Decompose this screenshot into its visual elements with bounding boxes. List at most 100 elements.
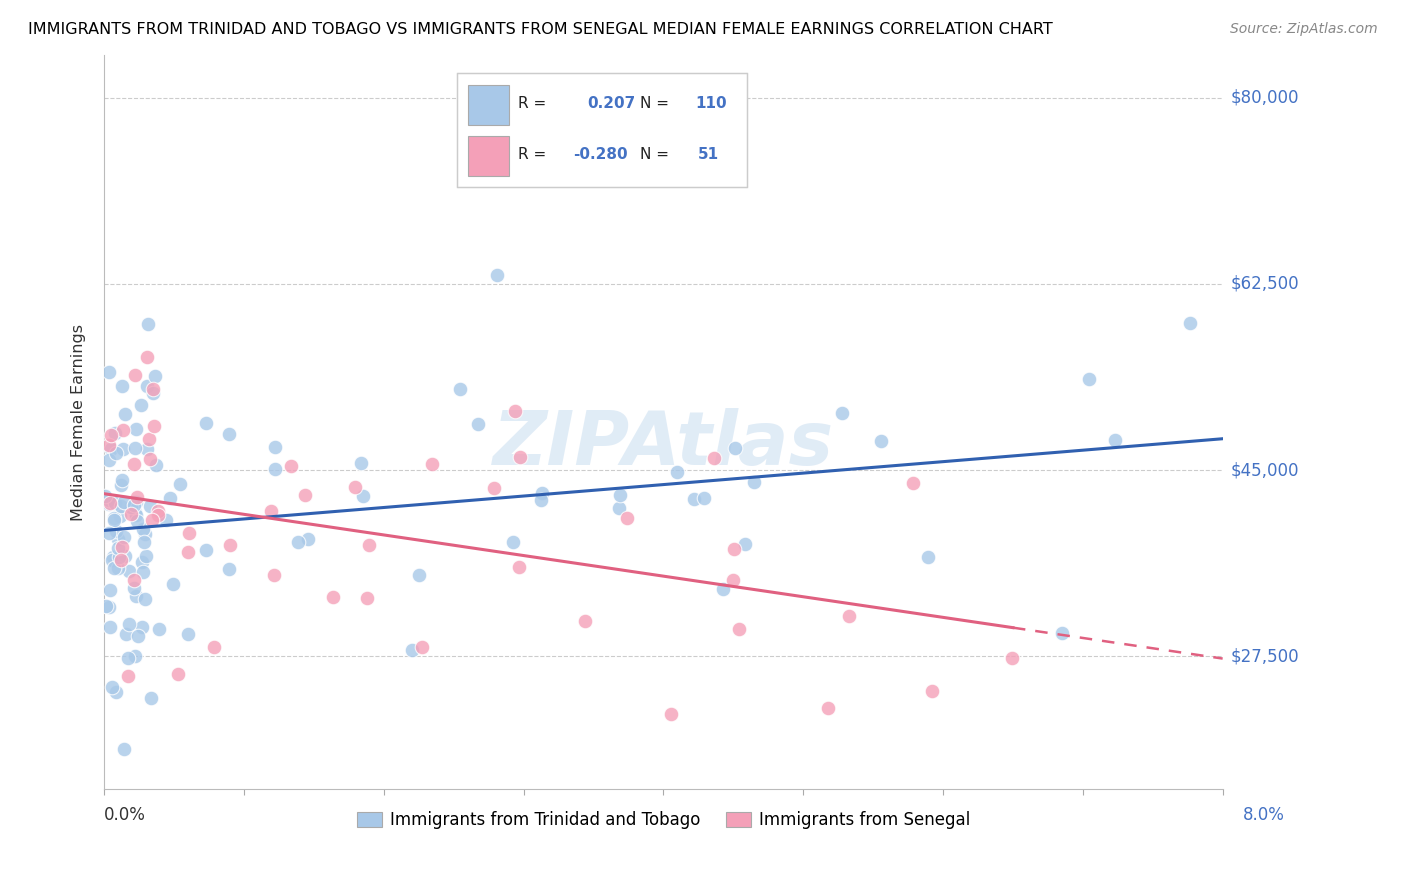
Point bbox=[723, 573, 745, 587]
Point bbox=[138, 317, 160, 331]
Point bbox=[724, 441, 747, 455]
Point bbox=[508, 559, 530, 574]
Point bbox=[107, 541, 129, 556]
Point bbox=[124, 505, 146, 519]
Point bbox=[112, 530, 135, 544]
Point bbox=[350, 456, 373, 470]
Point bbox=[574, 614, 596, 628]
Point bbox=[903, 476, 925, 491]
Point bbox=[155, 513, 177, 527]
Point bbox=[870, 434, 893, 448]
Point bbox=[111, 442, 134, 457]
Point bbox=[117, 669, 139, 683]
Point bbox=[143, 369, 166, 384]
Point bbox=[127, 514, 149, 528]
Point bbox=[683, 491, 706, 506]
Point bbox=[263, 568, 285, 582]
Point bbox=[917, 549, 939, 564]
Point bbox=[509, 450, 531, 464]
Text: $80,000: $80,000 bbox=[1232, 88, 1299, 107]
Text: 8.0%: 8.0% bbox=[1243, 805, 1285, 824]
Point bbox=[352, 489, 374, 503]
Point bbox=[1104, 434, 1126, 448]
Point bbox=[723, 542, 745, 557]
Point bbox=[831, 406, 853, 420]
Point bbox=[727, 623, 749, 637]
Point bbox=[817, 700, 839, 714]
Point bbox=[124, 581, 146, 595]
Point bbox=[98, 492, 121, 507]
Point bbox=[297, 533, 319, 547]
Point bbox=[142, 386, 165, 401]
Text: ZIPAtlas: ZIPAtlas bbox=[494, 408, 834, 481]
Point bbox=[162, 577, 184, 591]
Point bbox=[115, 627, 138, 641]
Point bbox=[167, 667, 190, 681]
Point bbox=[114, 549, 136, 563]
Point bbox=[110, 500, 132, 514]
Point bbox=[359, 538, 381, 552]
Point bbox=[136, 442, 159, 456]
Point bbox=[218, 561, 240, 575]
Point bbox=[264, 461, 287, 475]
Point bbox=[97, 365, 120, 379]
Point bbox=[148, 508, 170, 522]
Point bbox=[98, 600, 121, 615]
Point bbox=[141, 513, 163, 527]
Text: Source: ZipAtlas.com: Source: ZipAtlas.com bbox=[1230, 22, 1378, 37]
Point bbox=[145, 458, 167, 472]
Point bbox=[108, 509, 131, 524]
Point bbox=[118, 564, 141, 578]
Point bbox=[1001, 650, 1024, 665]
Point bbox=[100, 496, 122, 510]
Point bbox=[129, 398, 152, 412]
Point bbox=[110, 478, 132, 492]
Point bbox=[280, 458, 302, 473]
Point bbox=[117, 650, 139, 665]
Point bbox=[1077, 372, 1099, 386]
Point bbox=[703, 450, 725, 465]
Point bbox=[401, 642, 423, 657]
Point bbox=[143, 419, 166, 434]
Point bbox=[105, 685, 128, 699]
Point bbox=[103, 511, 125, 525]
Point bbox=[343, 480, 366, 494]
Point bbox=[711, 582, 734, 596]
Point bbox=[485, 268, 508, 282]
Point bbox=[125, 490, 148, 504]
Point bbox=[148, 622, 170, 636]
Point bbox=[838, 608, 860, 623]
Point bbox=[131, 619, 153, 633]
Point bbox=[107, 533, 129, 547]
Point bbox=[134, 526, 156, 541]
Point bbox=[139, 452, 162, 467]
Point bbox=[101, 553, 124, 567]
Point bbox=[132, 565, 155, 579]
Text: 0.0%: 0.0% bbox=[104, 805, 146, 824]
Point bbox=[467, 417, 489, 431]
Legend: Immigrants from Trinidad and Tobago, Immigrants from Senegal: Immigrants from Trinidad and Tobago, Imm… bbox=[350, 805, 977, 836]
Point bbox=[148, 504, 170, 518]
Point bbox=[530, 493, 553, 508]
Point bbox=[218, 426, 240, 441]
Point bbox=[195, 543, 218, 558]
Point bbox=[120, 500, 142, 514]
Point bbox=[134, 535, 156, 549]
Point bbox=[111, 473, 134, 487]
Point bbox=[142, 382, 165, 396]
Point bbox=[194, 416, 217, 430]
Point bbox=[107, 549, 129, 564]
Point bbox=[112, 495, 135, 509]
Point bbox=[101, 680, 124, 694]
Point bbox=[94, 489, 117, 503]
Point bbox=[202, 640, 225, 655]
Point bbox=[120, 507, 142, 521]
Point bbox=[169, 476, 191, 491]
Point bbox=[135, 549, 157, 564]
Point bbox=[111, 379, 134, 393]
Point bbox=[98, 438, 121, 452]
Point bbox=[118, 617, 141, 632]
Point bbox=[127, 629, 149, 643]
Point bbox=[132, 523, 155, 537]
Point bbox=[125, 422, 148, 436]
